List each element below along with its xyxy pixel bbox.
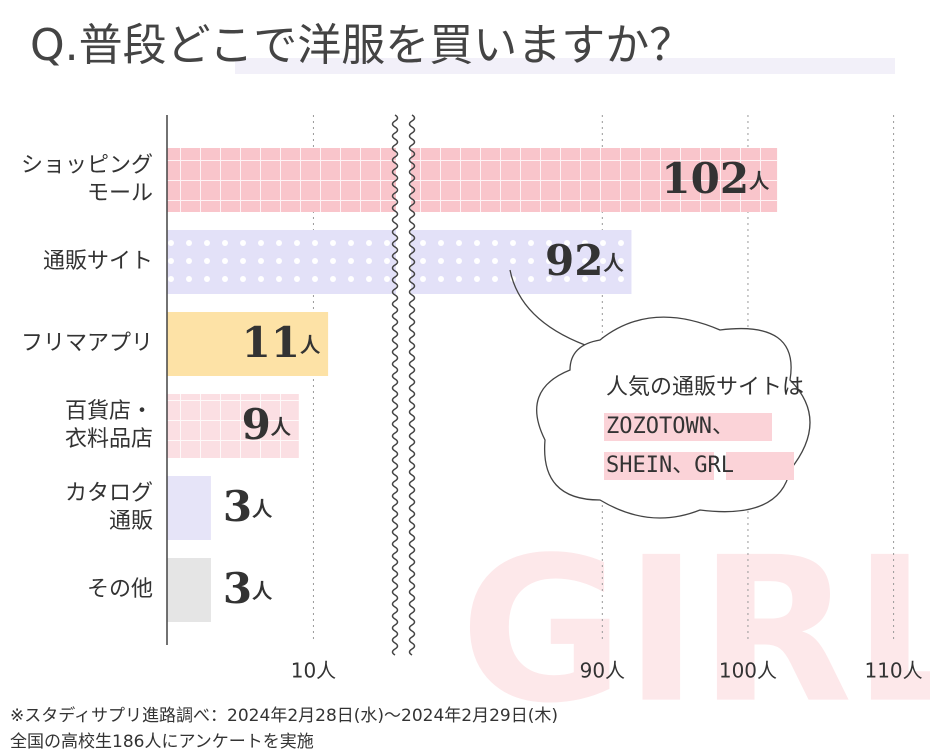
callout-tail <box>509 269 586 346</box>
value-label: 11人 <box>242 318 321 367</box>
x-tick-label: 100人 <box>719 659 777 683</box>
annotation: 人気の通販サイトは <box>606 375 804 400</box>
x-tick-label: 10人 <box>291 659 336 683</box>
category-label: 通販サイト <box>43 249 153 274</box>
category-label: ショッピング <box>21 153 153 178</box>
axis-break-gap <box>396 115 411 645</box>
bar <box>167 558 211 622</box>
value-label: 3人 <box>223 482 273 531</box>
annotation: SHEIN、GRL <box>606 453 734 478</box>
x-tick-label: 110人 <box>864 659 922 683</box>
value-label: 102人 <box>661 154 770 203</box>
value-label: 92人 <box>545 236 624 285</box>
category-label: モール <box>87 181 153 206</box>
highlight <box>604 452 714 480</box>
highlight <box>726 452 794 480</box>
bar-pattern <box>167 394 299 458</box>
axis-break <box>408 114 416 656</box>
category-label: 百貨店・ <box>65 399 153 424</box>
chart-title: Q.普段どこで洋服を買いますか？ <box>30 20 693 71</box>
annotation: ZOZOTOWN、 <box>606 414 734 439</box>
bar-pattern <box>167 148 778 212</box>
footnote: 全国の高校生186人にアンケートを実施 <box>10 732 314 752</box>
category-label: 衣料品店 <box>65 427 153 452</box>
footnote: ※スタディサプリ進路調べ：2024年2月28日(水)〜2024年2月29日(木) <box>10 705 558 726</box>
category-label: フリマアプリ <box>21 331 153 356</box>
value-label: 9人 <box>242 400 292 449</box>
axis-break <box>391 114 399 656</box>
bar <box>167 312 329 376</box>
category-label: 通販 <box>109 509 153 534</box>
category-label: カタログ <box>65 481 153 506</box>
category-label: その他 <box>87 577 153 602</box>
x-tick-label: 90人 <box>580 659 625 683</box>
bar <box>167 476 211 540</box>
watermark: GIRL <box>460 515 930 748</box>
title-underline <box>235 58 895 74</box>
highlight <box>604 413 772 441</box>
value-label: 3人 <box>223 564 273 613</box>
